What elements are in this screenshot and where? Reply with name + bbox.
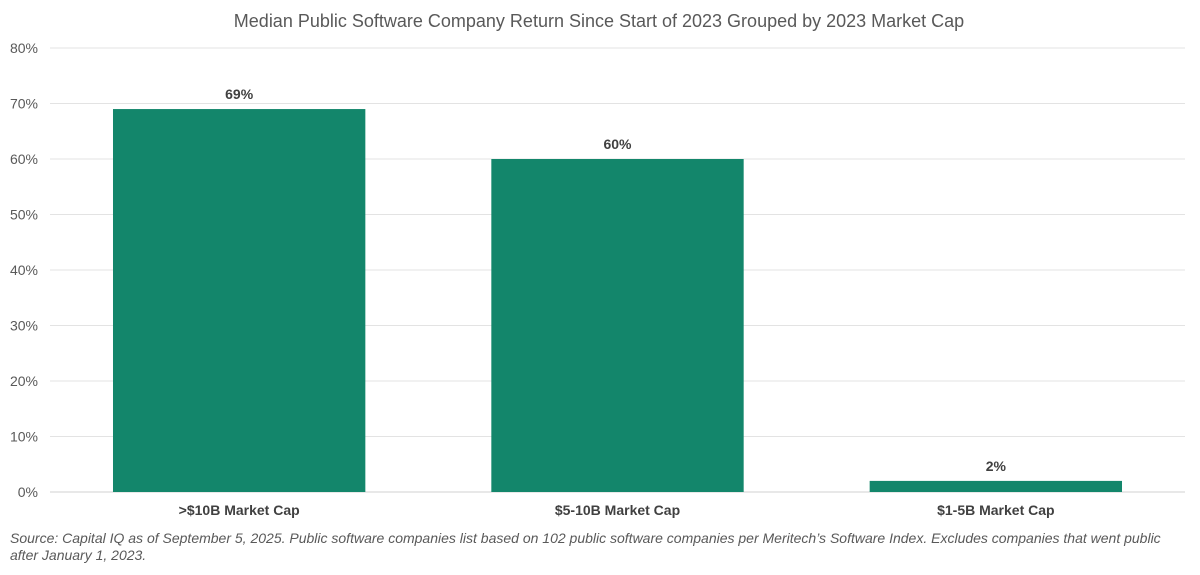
y-axis: 0% 10% 20% 30% 40% 50% 60% 70% 80% bbox=[10, 40, 38, 500]
data-label: 69% bbox=[225, 86, 254, 102]
y-tick-label: 60% bbox=[10, 151, 38, 167]
y-tick-label: 40% bbox=[10, 262, 38, 278]
x-axis: >$10B Market Cap $5-10B Market Cap $1-5B M… bbox=[179, 502, 1055, 518]
y-tick-label: 50% bbox=[10, 207, 38, 223]
data-labels: 69% 60% 2% bbox=[225, 86, 1006, 474]
y-tick-label: 80% bbox=[10, 40, 38, 56]
chart-title: Median Public Software Company Return Si… bbox=[234, 11, 964, 31]
bar bbox=[491, 159, 744, 492]
y-tick-label: 0% bbox=[18, 484, 38, 500]
y-tick-label: 30% bbox=[10, 318, 38, 334]
y-tick-label: 20% bbox=[10, 373, 38, 389]
y-tick-label: 70% bbox=[10, 96, 38, 112]
category-label: $5-10B Market Cap bbox=[555, 502, 680, 518]
bars bbox=[112, 109, 1123, 493]
bar bbox=[869, 480, 1123, 492]
source-footnote: Source: Capital IQ as of September 5, 20… bbox=[10, 530, 1161, 563]
category-label: >$10B Market Cap bbox=[179, 502, 300, 518]
data-label: 60% bbox=[603, 136, 632, 152]
category-label: $1-5B Market Cap bbox=[937, 502, 1055, 518]
y-tick-label: 10% bbox=[10, 429, 38, 445]
bar bbox=[112, 109, 366, 493]
data-label: 2% bbox=[986, 458, 1007, 474]
